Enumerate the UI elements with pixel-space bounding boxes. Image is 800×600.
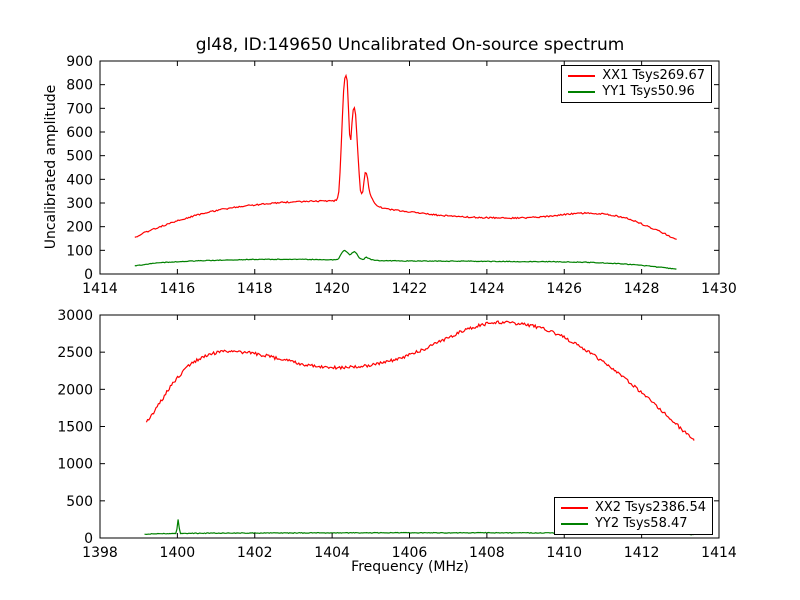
y-tick-label: 200	[66, 220, 93, 236]
x-tick-label: 1426	[546, 281, 582, 297]
legend-label: YY2 Tsys58.47	[594, 516, 688, 531]
x-tick-label: 1428	[624, 281, 660, 297]
legend-item: YY2 Tsys58.47	[560, 516, 706, 532]
x-tick-label: 1420	[314, 281, 350, 297]
x-tick-label: 1404	[314, 545, 350, 561]
legend-label: XX1 Tsys269.67	[602, 68, 705, 83]
x-tick-label: 1400	[160, 545, 196, 561]
legend-line-sample-green	[560, 523, 588, 525]
x-tick-label: 1402	[237, 545, 273, 561]
y-tick-label: 3000	[57, 308, 93, 324]
x-tick-label: 1424	[469, 281, 505, 297]
legend-bottom: XX2 Tsys2386.54 YY2 Tsys58.47	[553, 497, 713, 535]
legend-top: XX1 Tsys269.67 YY1 Tsys50.96	[561, 65, 712, 103]
x-tick-label: 1422	[392, 281, 428, 297]
y-tick-label: 1000	[57, 457, 93, 473]
legend-line-sample-red	[568, 75, 596, 77]
y-tick-label: 400	[66, 172, 93, 188]
x-tick-label: 1406	[392, 545, 428, 561]
legend-item: XX2 Tsys2386.54	[560, 500, 706, 516]
y-tick-label: 100	[66, 243, 93, 259]
legend-item: XX1 Tsys269.67	[568, 68, 705, 84]
y-tick-label: 300	[66, 196, 93, 212]
x-tick-label: 1412	[624, 545, 660, 561]
x-tick-label: 1410	[546, 545, 582, 561]
plot-area-0	[134, 73, 677, 270]
y-axis-label: Uncalibrated amplitude	[43, 84, 59, 250]
y-tick-label: 0	[84, 267, 93, 283]
legend-line-sample-red	[560, 507, 588, 509]
x-tick-label: 1430	[701, 281, 737, 297]
chart-title: gl48, ID:149650 Uncalibrated On-source s…	[195, 35, 625, 55]
x-tick-label: 1416	[160, 281, 196, 297]
y-tick-label: 600	[66, 125, 93, 141]
legend-line-sample-green	[568, 91, 596, 93]
series-line-yy1	[134, 249, 677, 270]
series-line-xx2	[145, 320, 695, 441]
y-tick-label: 500	[66, 494, 93, 510]
y-tick-label: 500	[66, 149, 93, 165]
legend-label: YY1 Tsys50.96	[602, 84, 695, 99]
y-tick-label: 2500	[57, 345, 93, 361]
legend-label: XX2 Tsys2386.54	[594, 500, 706, 515]
y-tick-label: 1500	[57, 420, 93, 436]
y-tick-label: 2000	[57, 382, 93, 398]
y-tick-label: 0	[84, 531, 93, 547]
series-line-xx1	[134, 73, 677, 240]
x-tick-label: 1408	[469, 545, 505, 561]
y-tick-label: 800	[66, 78, 93, 94]
x-tick-label: 1398	[82, 545, 118, 561]
y-tick-label: 700	[66, 101, 93, 117]
y-tick-label: 900	[66, 54, 93, 70]
x-tick-label: 1418	[237, 281, 273, 297]
x-tick-label: 1414	[82, 281, 118, 297]
x-tick-label: 1414	[701, 545, 737, 561]
legend-item: YY1 Tsys50.96	[568, 84, 705, 100]
x-axis-label: Frequency (MHz)	[351, 559, 469, 575]
